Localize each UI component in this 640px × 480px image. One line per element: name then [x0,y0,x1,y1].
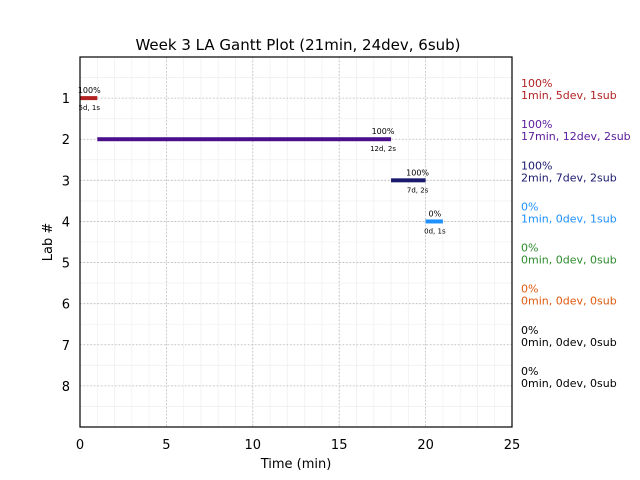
bar-detail-label: 7d, 2s [407,186,429,194]
y-tick-label: 5 [62,257,70,272]
bar-detail-label: 5d, 1s [79,104,101,112]
chart-title: Week 3 LA Gantt Plot (21min, 24dev, 6sub… [135,36,460,54]
y-tick-label: 3 [62,174,70,189]
gantt-bar [97,137,392,142]
side-percent: 100% [521,118,552,131]
bar-percent-label: 100% [406,168,429,177]
x-tick-label: 10 [245,438,262,453]
bar-detail-label: 0d, 1s [424,227,446,235]
x-ticks: 0 5 10 15 20 25 [76,438,520,453]
side-summary-text: 17min, 12dev, 2sub [521,130,631,143]
y-tick-label: 8 [62,380,70,395]
y-tick-label: 1 [62,92,70,107]
side-summary-text: 0min, 0dev, 0sub [521,254,617,267]
grid [79,56,513,428]
plot-frame [79,56,513,428]
bar-percent-label: 0% [429,209,442,218]
bar-detail-label: 12d, 2s [370,145,396,153]
y-tick-label: 2 [62,133,70,148]
side-percent: 0% [521,242,538,255]
y-tick-label: 6 [62,298,70,313]
side-percent: 0% [521,283,538,296]
side-percent: 0% [521,324,538,337]
side-summary-text: 2min, 7dev, 2sub [521,171,617,184]
bar-percent-label: 100% [78,86,101,95]
side-percent: 0% [521,365,538,378]
side-summary-text: 0min, 0dev, 0sub [521,295,617,308]
gantt-bar [80,96,98,101]
y-ticks: 1 2 3 4 5 6 7 8 [62,92,70,395]
y-tick-label: 7 [62,339,70,354]
gantt-bar [425,219,443,224]
side-summary-text: 0min, 0dev, 0sub [521,377,617,390]
side-percent: 0% [521,200,538,213]
side-summary-text: 0min, 0dev, 0sub [521,336,617,349]
side-summary-text: 1min, 5dev, 1sub [521,89,617,102]
x-tick-label: 20 [417,438,434,453]
bars: 100% 5d, 1s 100% 12d, 2s 100% 7d, 2s 0% 0d, 1s [78,86,446,235]
y-axis-label: Lab # [41,223,56,262]
x-tick-label: 5 [162,438,170,453]
x-tick-label: 15 [331,438,348,453]
bar-percent-label: 100% [372,127,395,136]
side-percent: 100% [521,77,552,90]
x-tick-label: 25 [504,438,521,453]
side-summary-text: 1min, 0dev, 1sub [521,212,617,225]
x-tick-label: 0 [76,438,84,453]
side-percent: 100% [521,159,552,172]
gantt-bar [391,178,426,183]
y-tick-label: 4 [62,215,70,230]
x-axis-label: Time (min) [260,457,332,472]
